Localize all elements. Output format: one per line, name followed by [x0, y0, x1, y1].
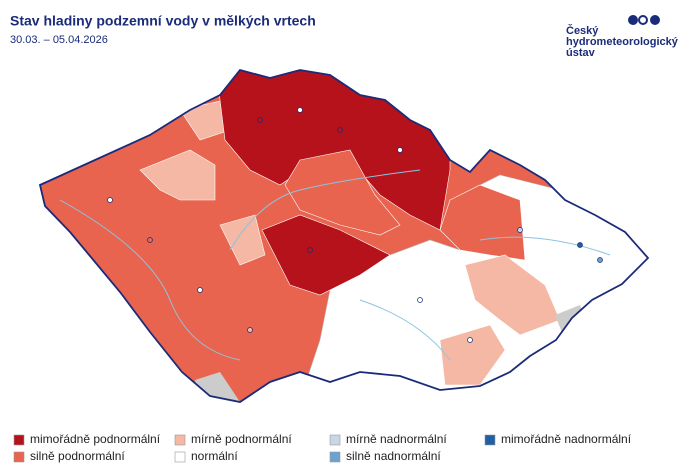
- region: [219, 214, 266, 266]
- legend-swatch: [174, 451, 186, 463]
- legend-swatch: [13, 451, 25, 463]
- subtitle: 30.03. – 05.04.2026: [10, 34, 108, 46]
- legend-label: normální: [191, 449, 238, 463]
- logo-mark: [628, 15, 638, 25]
- legend-label: mírně podnormální: [191, 432, 292, 446]
- region: [139, 149, 216, 201]
- logo-text: ústav: [566, 47, 596, 59]
- legend-label: silně podnormální: [30, 449, 125, 463]
- logo-mark: [638, 15, 648, 25]
- logo: Český hydrometeorologický ústav: [566, 15, 679, 59]
- legend-label: mimořádně podnormální: [30, 432, 161, 446]
- title: Stav hladiny podzemní vody v mělkých vrt…: [10, 13, 316, 29]
- station: [197, 287, 203, 293]
- station: [597, 257, 603, 263]
- logo-text: hydrometeorologický: [566, 36, 679, 48]
- country-border: [38, 68, 650, 403]
- station: [517, 227, 523, 233]
- station: [257, 117, 263, 123]
- station: [247, 327, 253, 333]
- station: [297, 107, 303, 113]
- legend-label: mírně nadnormální: [346, 432, 447, 446]
- station: [397, 147, 403, 153]
- legend-swatch: [329, 434, 341, 446]
- legend-label: mimořádně nadnormální: [501, 432, 632, 446]
- map: [40, 70, 648, 402]
- legend-label: silně nadnormální: [346, 449, 441, 463]
- region: [261, 214, 391, 296]
- region: [439, 324, 506, 386]
- station: [577, 242, 583, 248]
- legend-swatch: [13, 434, 25, 446]
- legend-swatch: [329, 451, 341, 463]
- station: [337, 127, 343, 133]
- region: [464, 254, 561, 336]
- stations: [107, 107, 603, 343]
- station: [147, 237, 153, 243]
- station: [107, 197, 113, 203]
- station: [417, 297, 423, 303]
- station: [467, 337, 473, 343]
- legend-swatch: [484, 434, 496, 446]
- logo-mark: [650, 15, 660, 25]
- station: [307, 247, 313, 253]
- legend: mimořádně podnormální silně podnormální mí…: [13, 432, 632, 463]
- legend-swatch: [174, 434, 186, 446]
- logo-text: Český: [566, 24, 599, 37]
- river: [59, 169, 611, 361]
